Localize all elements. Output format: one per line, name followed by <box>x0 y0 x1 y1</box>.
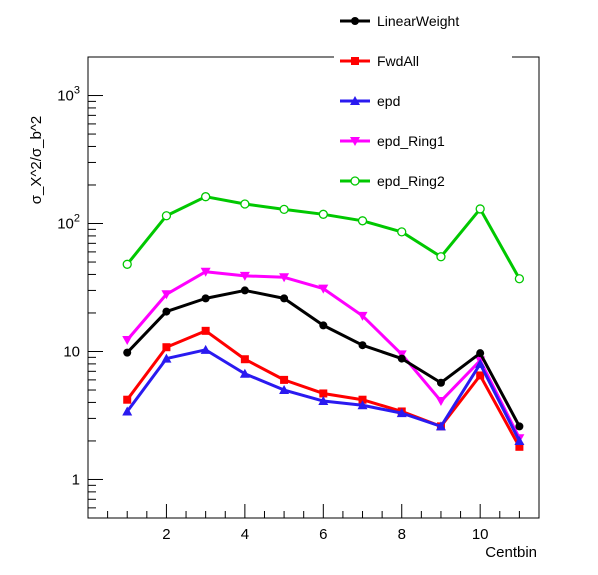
data-point <box>200 344 211 354</box>
data-point <box>122 335 133 345</box>
y-axis-title: σ_X^2/σ_b^2 <box>28 116 45 204</box>
legend-label: LinearWeight <box>377 13 459 29</box>
data-point <box>122 259 132 269</box>
data-point <box>162 343 171 352</box>
data-point <box>318 396 329 406</box>
y-tick-label: 10 <box>63 343 80 360</box>
x-tick-label: 2 <box>162 526 170 543</box>
data-point <box>239 271 250 281</box>
series-line <box>126 195 521 280</box>
data-point <box>279 385 290 395</box>
data-point <box>201 326 210 335</box>
legend-marker <box>350 96 360 105</box>
data-point <box>397 227 407 237</box>
legend-box <box>334 10 512 200</box>
data-point <box>161 211 172 221</box>
legend-item: LinearWeight <box>340 13 459 29</box>
data-point <box>358 341 367 350</box>
data-point <box>357 216 368 226</box>
data-point <box>239 368 250 378</box>
legend-label: epd_Ring2 <box>377 173 445 189</box>
legend-label: FwdAll <box>377 53 419 69</box>
data-point <box>122 406 133 416</box>
series-epd <box>122 344 525 445</box>
data-point <box>514 435 525 445</box>
data-point <box>436 378 445 387</box>
x-axis: 2 4 6 8 10 <box>107 504 540 543</box>
y-axis: 1 10 102 103 <box>57 56 103 519</box>
y-tick-label: 103 <box>57 85 80 105</box>
data-point <box>397 354 406 363</box>
data-point <box>279 204 289 215</box>
y-tick-label: 102 <box>57 213 80 233</box>
x-tick-label: 4 <box>241 526 249 543</box>
legend: LinearWeight FwdAll epd epd_Ring1 epd_Ring2 <box>334 10 512 200</box>
series-layer <box>122 192 525 451</box>
data-point <box>201 294 210 303</box>
data-point <box>476 349 485 358</box>
legend-item: epd <box>340 93 400 109</box>
plot-frame <box>87 56 540 519</box>
x-axis-title: Centbin <box>485 544 537 561</box>
data-point <box>514 274 525 284</box>
data-point <box>436 252 446 262</box>
data-point <box>396 408 407 418</box>
series-line <box>126 329 521 448</box>
y-tick-label: 1 <box>72 471 80 488</box>
data-point <box>357 400 368 410</box>
data-point <box>435 397 446 407</box>
data-point <box>280 375 289 384</box>
legend-item: epd_Ring1 <box>340 133 445 149</box>
data-point <box>200 267 211 277</box>
legend-marker <box>350 176 360 186</box>
data-point <box>161 353 172 363</box>
data-point <box>435 421 446 431</box>
legend-marker <box>351 57 359 65</box>
data-point <box>358 395 367 404</box>
data-point <box>240 286 249 295</box>
data-point <box>319 321 328 330</box>
legend-label: epd <box>377 93 400 109</box>
legend-item: epd_Ring2 <box>340 173 445 189</box>
data-point <box>318 284 329 294</box>
data-point <box>280 294 289 303</box>
data-point <box>123 348 132 357</box>
data-point <box>123 395 132 404</box>
legend-marker <box>351 17 359 25</box>
series-epd_Ring1 <box>122 267 525 444</box>
data-point <box>240 199 250 209</box>
data-point <box>240 355 249 364</box>
data-point <box>279 273 290 283</box>
data-point <box>515 422 524 431</box>
data-point <box>357 311 368 321</box>
data-point <box>201 192 211 202</box>
data-point <box>318 209 328 219</box>
series-LinearWeight <box>123 286 524 431</box>
data-point <box>515 442 524 451</box>
x-tick-label: 10 <box>472 526 489 543</box>
x-tick-label: 8 <box>398 526 406 543</box>
data-point <box>161 290 172 300</box>
legend-marker <box>350 137 360 146</box>
legend-item: FwdAll <box>340 53 419 69</box>
data-point <box>162 307 171 316</box>
series-line <box>126 288 521 428</box>
x-tick-label: 6 <box>319 526 327 543</box>
data-point <box>475 204 485 214</box>
series-epd_Ring2 <box>122 192 525 284</box>
data-point <box>319 389 328 398</box>
data-point <box>476 371 485 380</box>
data-point <box>475 358 486 368</box>
legend-label: epd_Ring1 <box>377 133 445 149</box>
